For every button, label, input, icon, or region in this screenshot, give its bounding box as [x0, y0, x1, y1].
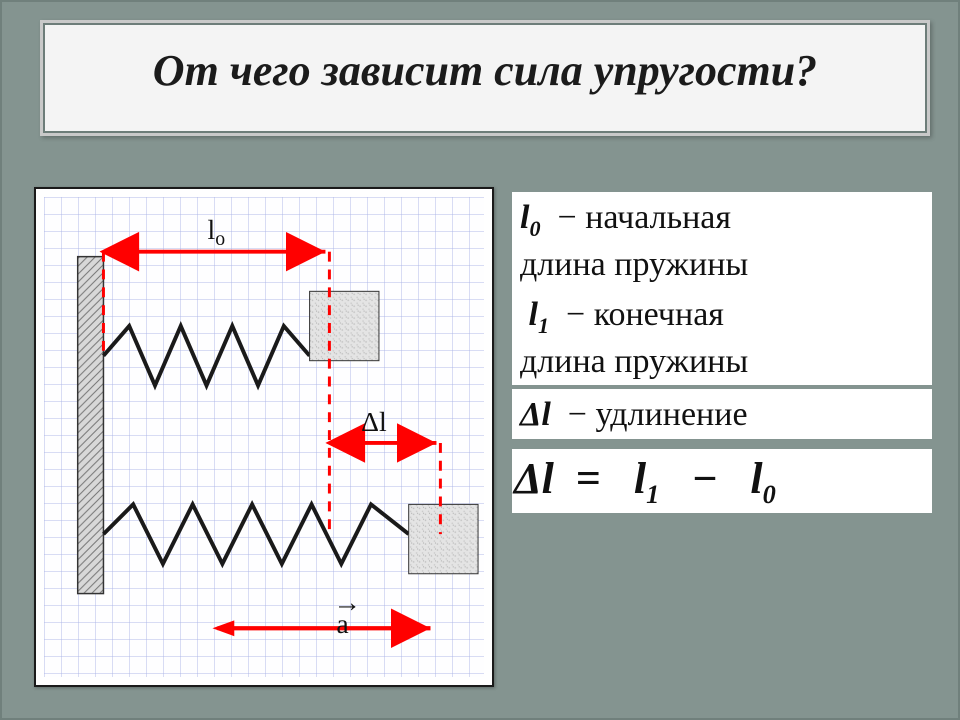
label-a: a [336, 609, 348, 640]
f-delta: Δ [514, 454, 542, 503]
label-dl: Δl [361, 407, 387, 438]
dash-l1: − [566, 296, 585, 333]
txt-l0b: длина пружины [520, 246, 748, 283]
gap-2 [512, 439, 932, 443]
title-box: От чего зависит сила упругости? [40, 20, 930, 136]
txt-l0a: начальная [585, 199, 731, 236]
sub-l0: 0 [529, 216, 540, 241]
block-top [310, 291, 379, 360]
graph-paper: lo Δl → a [44, 197, 484, 677]
f-l1: l [634, 454, 646, 503]
formula: Δl = l1 − l0 [514, 453, 930, 510]
spring-top [103, 326, 309, 385]
block-bottom [409, 504, 478, 573]
diagram-panel: lo Δl → a [34, 187, 494, 687]
def-l1: l1 − конечная длина пружины [520, 293, 924, 384]
txt-l1a: конечная [594, 296, 724, 333]
vector-a-head [212, 620, 234, 636]
spring-bottom [103, 504, 408, 563]
sym-dl: Δl [520, 396, 551, 433]
def-dl: Δl − удлинение [520, 393, 924, 437]
f-l0s: 0 [763, 478, 776, 508]
f-minus: − [692, 454, 717, 503]
def-l1-box: l1 − конечная длина пружины [512, 289, 932, 386]
sym-l1: l [529, 296, 538, 333]
def-l0-box: l0 − начальная длина пружины [512, 192, 932, 289]
txt-dl: удлинение [595, 396, 747, 433]
f-eq: = [576, 454, 601, 503]
def-dl-box: Δl − удлинение [512, 389, 932, 439]
formula-box: Δl = l1 − l0 [512, 449, 932, 514]
diagram-svg: lo Δl → a [44, 197, 484, 677]
label-l0: lo [208, 215, 226, 250]
wall-rect [78, 257, 104, 594]
text-panel: l0 − начальная длина пружины l1 − конечн… [512, 192, 932, 513]
slide: От чего зависит сила упругости? [0, 0, 960, 720]
dash-dl: − [568, 396, 587, 433]
def-l0: l0 − начальная длина пружины [520, 196, 924, 287]
f-l0: l [750, 454, 762, 503]
f-l1s: 1 [646, 478, 659, 508]
f-l: l [542, 454, 554, 503]
dash-l0: − [558, 199, 577, 236]
page-title: От чего зависит сила упругости? [43, 23, 927, 96]
sub-l1: 1 [538, 312, 549, 337]
txt-l1b: длина пружины [520, 343, 748, 380]
